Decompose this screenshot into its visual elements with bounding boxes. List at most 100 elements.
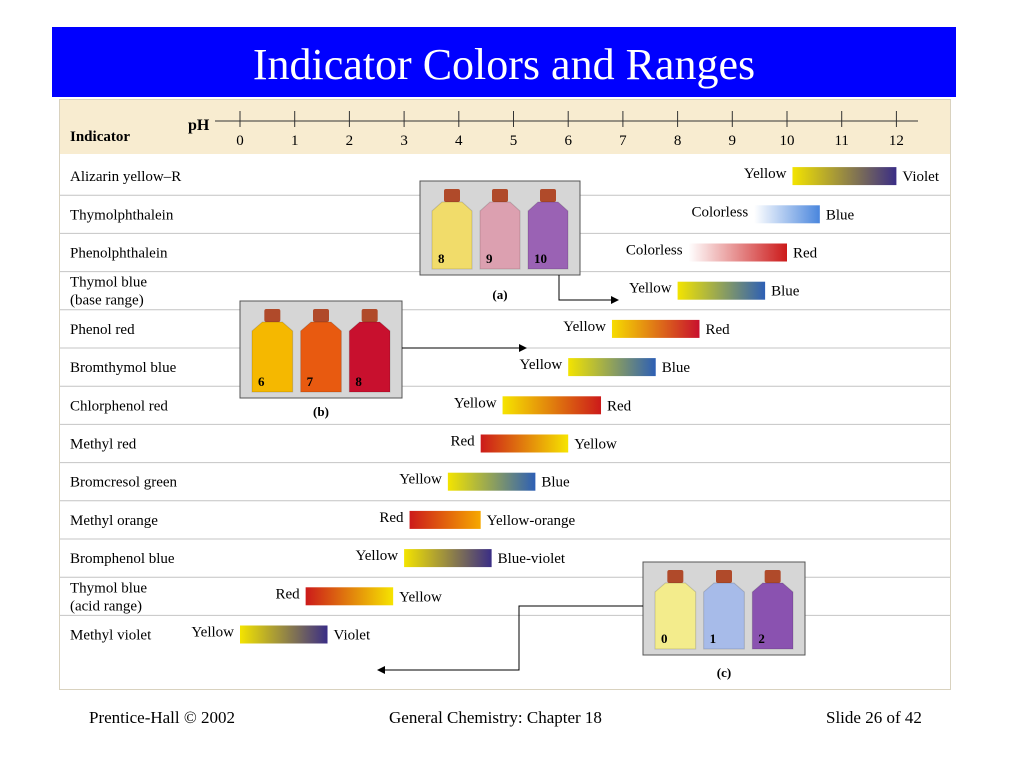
indicator-name-subrange: (acid range)	[70, 598, 142, 614]
indicator-rows: Alizarin yellow–R Yellow Violet Thymolphtha…	[60, 166, 950, 644]
indicator-name: Bromphenol blue	[70, 551, 175, 567]
color-transition-bar	[447, 472, 536, 491]
low-ph-color-label: Yellow	[744, 166, 787, 182]
color-transition-bar	[792, 167, 897, 186]
indicator-row: Phenol red Yellow Red	[60, 309, 950, 338]
indicator-row: Thymol blue (acid range) Red Yellow	[60, 576, 950, 614]
low-ph-color-label: Yellow	[191, 625, 234, 641]
ph-tick-label: 0	[236, 133, 244, 149]
indicator-row: Methyl red Red Yellow	[60, 423, 950, 453]
color-transition-bar	[611, 319, 700, 338]
indicator-name: Methyl red	[70, 437, 137, 453]
low-ph-color-label: Colorless	[626, 243, 683, 259]
low-ph-color-label: Yellow	[355, 548, 398, 564]
indicator-name: Alizarin yellow–R	[70, 169, 181, 185]
bottle-cap	[764, 570, 781, 583]
bottle-ph-label: 10	[534, 251, 547, 266]
indicator-name: Phenolphthalein	[70, 246, 168, 262]
indicator-column-label: Indicator	[70, 129, 130, 145]
indicator-name: Methyl orange	[70, 513, 158, 529]
color-transition-bar	[480, 434, 569, 453]
low-ph-color-label: Red	[275, 586, 300, 602]
indicator-row: Chlorphenol red Yellow Red	[60, 385, 950, 415]
indicator-bottle	[251, 321, 294, 393]
color-transition-bar	[502, 396, 602, 415]
color-transition-bar	[404, 549, 492, 568]
high-ph-color-label: Yellow	[574, 437, 617, 453]
indicator-name: Chlorphenol red	[70, 398, 168, 414]
bottle-ph-label: 8	[355, 374, 362, 389]
bottle-ph-label: 9	[486, 251, 493, 266]
connector-arrow-a	[558, 275, 611, 301]
indicator-row: Methyl violet Yellow Violet	[60, 614, 950, 644]
indicator-bottle	[300, 321, 342, 393]
bottle-cap	[716, 570, 732, 583]
ph-tick-label: 10	[780, 133, 795, 149]
indicator-row: Bromthymol blue Yellow Blue	[60, 347, 950, 377]
indicator-bottle	[348, 321, 391, 393]
chart-header-band	[60, 100, 950, 154]
photo-caption-a: (a)	[492, 287, 507, 302]
low-ph-color-label: Red	[451, 434, 476, 450]
ph-tick-label: 6	[564, 133, 572, 149]
high-ph-color-label: Blue-violet	[498, 551, 566, 567]
connector-arrow-c	[385, 605, 643, 671]
footer-slide-number: Slide 26 of 42	[826, 708, 922, 727]
bottle-cap	[540, 189, 556, 202]
color-transition-bar	[409, 510, 481, 529]
photo-caption-c: (c)	[717, 665, 731, 680]
indicator-bottle	[654, 582, 697, 650]
ph-tick-label: 3	[400, 133, 408, 149]
indicator-row: Methyl orange Red Yellow-orange	[60, 500, 950, 529]
high-ph-color-label: Yellow-orange	[487, 513, 576, 529]
ph-tick-label: 5	[510, 133, 518, 149]
bottle-ph-label: 6	[258, 374, 265, 389]
low-ph-color-label: Yellow	[563, 319, 606, 335]
color-transition-bar	[688, 243, 787, 262]
photo-inset-b: 6 7 8	[239, 300, 403, 399]
color-transition-bar	[677, 281, 766, 300]
indicator-row: Bromcresol green Yellow Blue	[60, 462, 950, 491]
bottle-ph-label: 0	[661, 631, 668, 646]
indicator-bottle	[431, 201, 473, 270]
ph-tick-label: 12	[889, 133, 904, 149]
indicator-bottle	[527, 201, 569, 270]
ph-axis-label: pH	[188, 117, 210, 134]
ph-tick-label: 4	[455, 133, 463, 149]
indicator-row: Thymolphthalein Colorless Blue	[60, 194, 950, 224]
indicator-name: Methyl violet	[70, 628, 152, 644]
footer-publisher: Prentice-Hall © 2002	[89, 708, 236, 727]
photo-caption-b: (b)	[313, 404, 329, 419]
bottle-ph-label: 1	[710, 631, 717, 646]
high-ph-color-label: Red	[705, 322, 730, 338]
high-ph-color-label: Blue	[826, 207, 855, 223]
low-ph-color-label: Red	[379, 510, 404, 526]
low-ph-color-label: Yellow	[399, 472, 442, 488]
high-ph-color-label: Violet	[902, 169, 939, 185]
indicator-name: Phenol red	[70, 322, 135, 338]
high-ph-color-label: Yellow	[399, 589, 442, 605]
color-transition-bar	[240, 625, 328, 644]
photo-inset-c: 0 1 2	[642, 561, 806, 656]
high-ph-color-label: Blue	[771, 284, 800, 300]
indicator-name-subrange: (base range)	[70, 293, 144, 309]
high-ph-color-label: Red	[793, 246, 818, 262]
high-ph-color-label: Blue	[662, 360, 691, 376]
photo-inset-a: 8 9 10	[419, 180, 581, 276]
high-ph-color-label: Violet	[334, 628, 371, 644]
high-ph-color-label: Blue	[541, 475, 570, 491]
bottle-cap	[264, 309, 281, 322]
bottle-cap	[492, 189, 508, 202]
footer-chapter: General Chemistry: Chapter 18	[389, 708, 602, 727]
low-ph-color-label: Colorless	[692, 204, 749, 220]
title-bar: Indicator Colors and Ranges	[52, 27, 956, 97]
bottle-cap	[444, 189, 460, 202]
indicator-row: Alizarin yellow–R Yellow Violet	[70, 166, 940, 186]
ph-tick-label: 1	[291, 133, 299, 149]
indicator-row: Thymol blue (base range) Yellow Blue	[60, 271, 950, 309]
high-ph-color-label: Red	[607, 398, 632, 414]
indicator-bottle	[751, 582, 794, 650]
low-ph-color-label: Yellow	[520, 357, 563, 373]
